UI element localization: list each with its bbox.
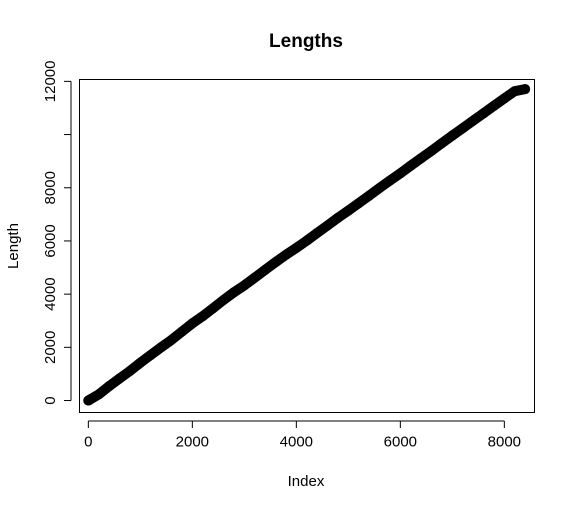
data-point (520, 84, 531, 95)
data-point (239, 280, 250, 291)
plot-frame (79, 79, 535, 413)
data-point (509, 86, 520, 97)
data-point (104, 381, 115, 392)
data-point (135, 357, 146, 368)
y-tick-label: 6000 (42, 224, 59, 257)
data-point (166, 334, 177, 345)
x-tick-label: 4000 (280, 434, 313, 451)
x-tick-label: 8000 (488, 434, 521, 451)
y-tick-label: 4000 (42, 277, 59, 310)
data-point (156, 342, 167, 353)
data-point (405, 160, 416, 171)
x-tick-label: 6000 (384, 434, 417, 451)
data-point (416, 153, 427, 164)
data-point (312, 227, 323, 238)
data-point (488, 100, 499, 111)
x-tick-label: 0 (84, 434, 92, 451)
data-point (364, 190, 375, 201)
y-axis: 0 2000 4000 6000 8000 12000 (42, 61, 72, 405)
data-point (457, 123, 468, 134)
data-point (93, 389, 104, 400)
chart-title: Lengths (269, 31, 343, 52)
data-point (322, 220, 333, 231)
data-point (270, 257, 281, 268)
data-point (499, 93, 510, 104)
data-point (280, 249, 291, 260)
y-axis-label: Length (5, 223, 22, 269)
data-point (343, 205, 354, 216)
data-point (447, 130, 458, 141)
data-point (332, 212, 343, 223)
y-tick-label: 12000 (42, 61, 59, 103)
data-point (145, 350, 156, 361)
data-point (436, 138, 447, 149)
data-point (218, 294, 229, 305)
data-point (176, 326, 187, 337)
y-tick-label: 2000 (42, 331, 59, 364)
data-point (228, 287, 239, 298)
data-point (374, 183, 385, 194)
data-point (468, 115, 479, 126)
x-tick-label: 2000 (176, 434, 209, 451)
data-point (301, 235, 312, 246)
data-point (83, 395, 94, 406)
y-tick-label: 8000 (42, 171, 59, 204)
data-point (478, 108, 489, 119)
data-point (260, 264, 271, 275)
data-point (395, 168, 406, 179)
y-tick-label: 0 (42, 396, 59, 404)
data-point (124, 366, 135, 377)
data-point (384, 175, 395, 186)
data-point (426, 145, 437, 156)
data-point (187, 318, 198, 329)
data-point (291, 242, 302, 253)
data-point (114, 373, 125, 384)
data-point (197, 311, 208, 322)
data-points (83, 84, 531, 406)
data-point (249, 272, 260, 283)
data-point (208, 303, 219, 314)
data-point (353, 198, 364, 209)
x-axis: 0 2000 4000 6000 8000 (84, 420, 521, 451)
x-axis-label: Index (288, 473, 325, 490)
